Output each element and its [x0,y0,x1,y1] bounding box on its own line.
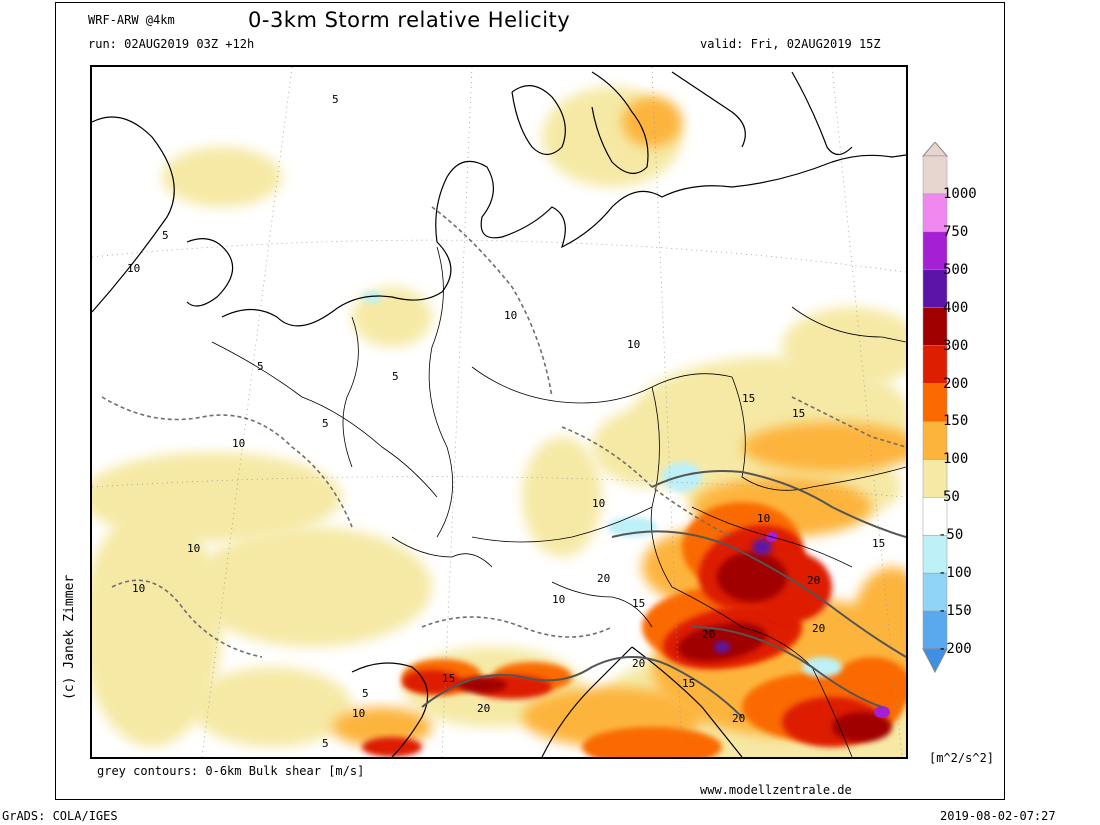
graticule [92,67,906,757]
model-label: WRF-ARW @4km [88,13,175,27]
helicity-area [622,97,682,147]
colorbar-label: -200 [938,641,972,657]
contour-label: 10 [352,707,365,720]
helicity-area [362,737,422,757]
map-canvas: 5 5 10 5 5 10 10 15 15 20 20 10 15 15 20 20 15 5 10 10 10 10 2… [92,67,906,757]
contour-label: 15 [872,537,885,550]
colorbar-bottom-arrow [922,648,948,674]
helicity-area [752,539,772,555]
colorbar-label: 150 [943,413,969,430]
bulk-shear-contours [101,206,906,658]
helicity-area [92,507,222,747]
contour-label: 10 [552,593,565,606]
country-borders [211,246,906,757]
colorbar-bin [922,610,948,650]
helicity-area [782,307,906,387]
contour-label: 5 [362,687,369,700]
colorbar-bin [922,572,948,612]
helicity-area [852,567,906,687]
contour-label: 10 [127,262,140,275]
helicity-area [717,552,787,602]
colorbar-label: 750 [943,223,969,240]
contour-label: 10 [627,338,640,351]
colorbar-label: 100 [943,451,969,468]
helicity-area [522,437,602,557]
helicity-area [802,657,842,677]
colorbar-units: [m^2/s^2] [929,751,995,765]
contour-label: 20 [632,657,645,670]
helicity-field [92,87,906,757]
author-credit: (c) Janek Zimmer [62,574,77,700]
colorbar-label: -100 [938,565,972,582]
contour-label: 20 [807,574,820,587]
colorbar-label: 300 [943,337,969,354]
colorbar-label: 50 [943,489,960,506]
helicity-map: 5 5 10 5 5 10 10 15 15 20 20 10 15 15 20 20 15 5 10 10 10 10 2… [90,65,908,759]
helicity-area [874,706,890,718]
colorbar-label: 500 [943,261,969,278]
contour-label: 20 [812,622,825,635]
colorbar-label: 400 [943,299,969,316]
contour-label: 10 [132,582,145,595]
grads-credit: GrADS: COLA/IGES [2,809,118,823]
helicity-area [457,677,507,693]
colorbar-bin [922,534,948,574]
helicity-area [714,641,730,653]
contour-label: 15 [792,407,805,420]
helicity-area [192,667,352,747]
contour-label: 10 [504,309,517,322]
helicity-area [742,422,906,472]
helicity-area [332,707,432,747]
contour-label: 5 [257,360,264,373]
contour-label: 10 [592,497,605,510]
contour-label: 15 [632,597,645,610]
contour-label: 15 [742,392,755,405]
helicity-area [192,527,432,647]
map-title: 0-3km Storm relative Helicity [248,8,571,32]
helicity-area [362,291,382,303]
bulk-shear-solid-contours [421,470,906,718]
colorbar-bin [922,383,948,422]
contour-label: 5 [322,417,329,430]
colorbar-bin [922,155,948,195]
contour-label: 10 [757,512,770,525]
contour-label: 10 [187,542,200,555]
helicity-area [582,727,722,757]
helicity-colorbar [921,142,949,674]
render-timestamp: 2019-08-02-07:27 [940,809,1056,823]
contour-label: 20 [597,572,610,585]
colorbar-label: 200 [943,375,969,392]
run-label: run: 02AUG2019 03Z +12h [88,37,255,51]
coastlines [92,71,906,757]
contour-label: 20 [477,702,490,715]
colorbar-bin [922,497,948,536]
contour-label: 10 [232,437,245,450]
shear-contour-note: grey contours: 0-6km Bulk shear [m/s] [97,764,365,778]
contour-label: 20 [732,712,745,725]
contour-label: 20 [702,628,715,641]
contour-label: 5 [162,229,169,242]
colorbar-bin [922,421,948,460]
website-link[interactable]: www.modellzentrale.de [700,783,852,797]
contour-label: 5 [322,737,329,750]
contour-labels: 5 5 10 5 5 10 10 15 15 20 20 10 15 15 20 20 15 5 10 10 10 10 2… [127,93,885,750]
colorbar-bin [922,231,948,271]
colorbar-bin [922,459,948,498]
colorbar-bin [922,269,948,308]
colorbar-top-arrow [921,142,949,157]
colorbar-label: -150 [938,603,972,620]
contour-label: 5 [332,93,339,106]
colorbar-bin [922,307,948,346]
helicity-area [402,670,462,694]
helicity-area [662,462,702,492]
contour-label: 5 [392,370,399,383]
contour-label: 15 [682,677,695,690]
plot-frame [55,2,1005,800]
helicity-area [162,147,282,207]
helicity-area [832,712,892,742]
colorbar-label: -50 [938,527,964,544]
contour-label: 15 [442,672,455,685]
colorbar-label: 1000 [943,185,977,202]
valid-label: valid: Fri, 02AUG2019 15Z [700,37,881,51]
